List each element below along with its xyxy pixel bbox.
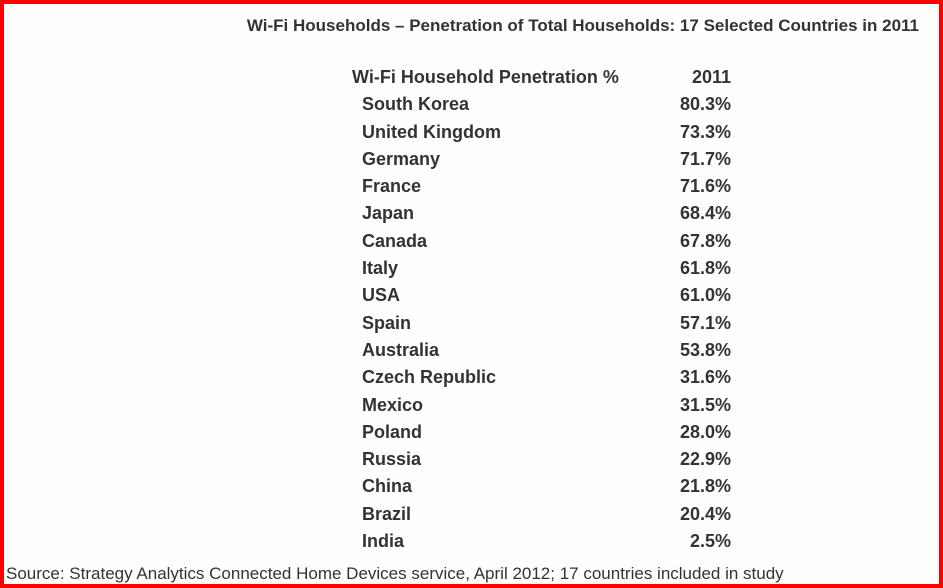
penetration-value: 71.6% — [679, 176, 731, 197]
country-label: Spain — [362, 312, 412, 333]
table-row-india: India 2.5% — [352, 528, 731, 555]
penetration-value: 73.3% — [679, 121, 731, 142]
country-label: Australia — [362, 339, 440, 360]
table-row-brazil: Brazil 20.4% — [352, 501, 731, 528]
table-row-russia: Russia 22.9% — [352, 446, 731, 473]
penetration-table: Wi-Fi Household Penetration % 2011 South… — [352, 64, 731, 555]
penetration-value: 31.5% — [679, 394, 731, 415]
source-attribution: Source: Strategy Analytics Connected Hom… — [6, 564, 784, 583]
penetration-value: 53.8% — [679, 339, 731, 360]
penetration-value: 21.8% — [679, 476, 731, 497]
penetration-value: 22.9% — [679, 449, 731, 470]
penetration-value: 80.3% — [679, 94, 731, 115]
country-label: Mexico — [362, 394, 424, 415]
table-row-italy: Italy 61.8% — [352, 255, 731, 282]
penetration-value: 20.4% — [679, 503, 731, 524]
penetration-value: 68.4% — [679, 203, 731, 224]
country-label: USA — [362, 285, 401, 306]
table-header-row: Wi-Fi Household Penetration % 2011 — [352, 64, 731, 91]
table-row-united-kingdom: United Kingdom 73.3% — [352, 119, 731, 146]
figure-title: Wi-Fi Households – Penetration of Total … — [246, 16, 919, 35]
penetration-value: 67.8% — [679, 230, 731, 251]
country-label: South Korea — [362, 94, 470, 115]
country-label: Japan — [362, 203, 415, 224]
country-label: Czech Republic — [362, 367, 497, 388]
country-label: India — [362, 531, 405, 552]
country-label: China — [362, 476, 413, 497]
country-label: Italy — [362, 258, 399, 279]
penetration-value: 57.1% — [679, 312, 731, 333]
column-header-year: 2011 — [691, 67, 731, 87]
table-row-mexico: Mexico 31.5% — [352, 392, 731, 419]
table-row-germany: Germany 71.7% — [352, 146, 731, 173]
country-label: Germany — [362, 148, 441, 169]
penetration-value: 71.7% — [679, 148, 731, 169]
penetration-value: 61.8% — [679, 258, 731, 279]
table-row-japan: Japan 68.4% — [352, 200, 731, 227]
table-row-poland: Poland 28.0% — [352, 419, 731, 446]
table-row-france: France 71.6% — [352, 173, 731, 200]
country-label: France — [362, 176, 422, 197]
penetration-value: 2.5% — [689, 531, 731, 552]
penetration-value: 61.0% — [679, 285, 731, 306]
penetration-value: 31.6% — [679, 367, 731, 388]
table-row-canada: Canada 67.8% — [352, 228, 731, 255]
column-header-metric: Wi-Fi Household Penetration % — [352, 67, 619, 87]
table-row-australia: Australia 53.8% — [352, 337, 731, 364]
country-label: Poland — [362, 421, 423, 442]
table-row-usa: USA 61.0% — [352, 282, 731, 309]
country-label: Canada — [362, 230, 428, 251]
table-row-south-korea: South Korea 80.3% — [352, 91, 731, 118]
table-row-czech-republic: Czech Republic 31.6% — [352, 364, 731, 391]
country-label: Brazil — [362, 503, 412, 524]
country-label: Russia — [362, 449, 422, 470]
table-row-china: China 21.8% — [352, 473, 731, 500]
country-label: United Kingdom — [362, 121, 501, 142]
penetration-value: 28.0% — [679, 421, 731, 442]
table-row-spain: Spain 57.1% — [352, 310, 731, 337]
